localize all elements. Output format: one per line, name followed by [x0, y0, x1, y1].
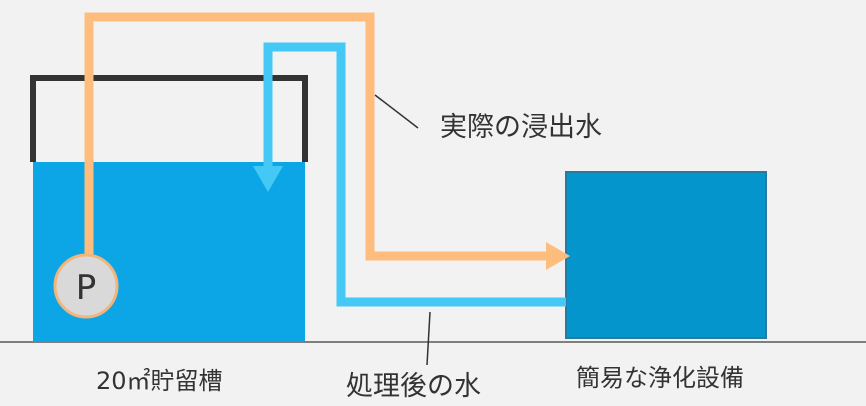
storage-tank-label: 20㎡貯留槽 — [96, 367, 223, 395]
pump-label: P — [76, 268, 97, 308]
actual-leachate-arrowhead — [546, 242, 570, 270]
actual-leachate-leader-line — [374, 94, 419, 129]
treated-water-pipe — [263, 42, 566, 307]
actual-leachate-pipe — [84, 12, 550, 262]
treated-water-label: 処理後の水 — [346, 371, 481, 402]
pump-circle — [53, 253, 119, 319]
treated-water-arrowhead — [253, 166, 283, 192]
storage-tank-outline — [30, 75, 308, 162]
purification-facility — [565, 171, 767, 339]
actual-leachate-label: 実際の浸出水 — [440, 112, 602, 143]
purification-facility-label: 簡易な浄化設備 — [576, 364, 744, 392]
treated-water-leader-line — [426, 311, 431, 366]
